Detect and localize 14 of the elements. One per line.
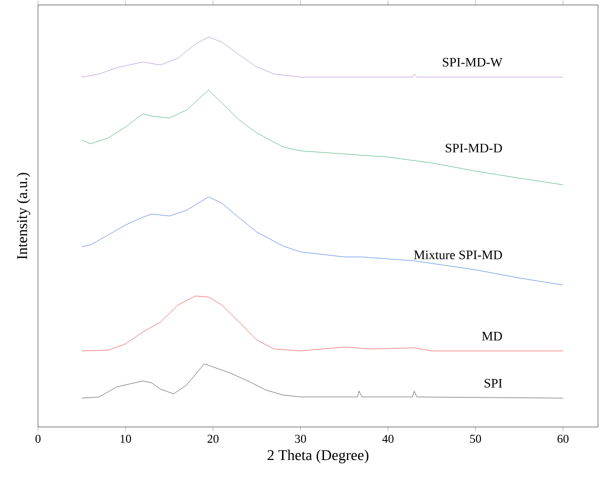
series-label: SPI-MD-W	[442, 58, 502, 67]
x-axis-title: 2 Theta (Degree)	[268, 450, 368, 464]
x-tick-label: 30	[295, 434, 306, 443]
x-tick-label: 60	[558, 434, 569, 443]
series-label: Mixture SPI-MD	[414, 250, 502, 260]
series-label: SPI-MD-D	[446, 144, 502, 152]
x-tick-label: 0	[35, 434, 41, 443]
series-label: SPI	[484, 378, 502, 388]
x-tick-label: 40	[382, 434, 394, 443]
x-tick-label: 20	[208, 434, 219, 443]
x-tick-label: 50	[470, 434, 482, 443]
y-axis-title: Intensity (a.u.)	[16, 172, 30, 260]
series-label: MD	[482, 332, 502, 340]
x-tick-label: 10	[120, 434, 132, 443]
